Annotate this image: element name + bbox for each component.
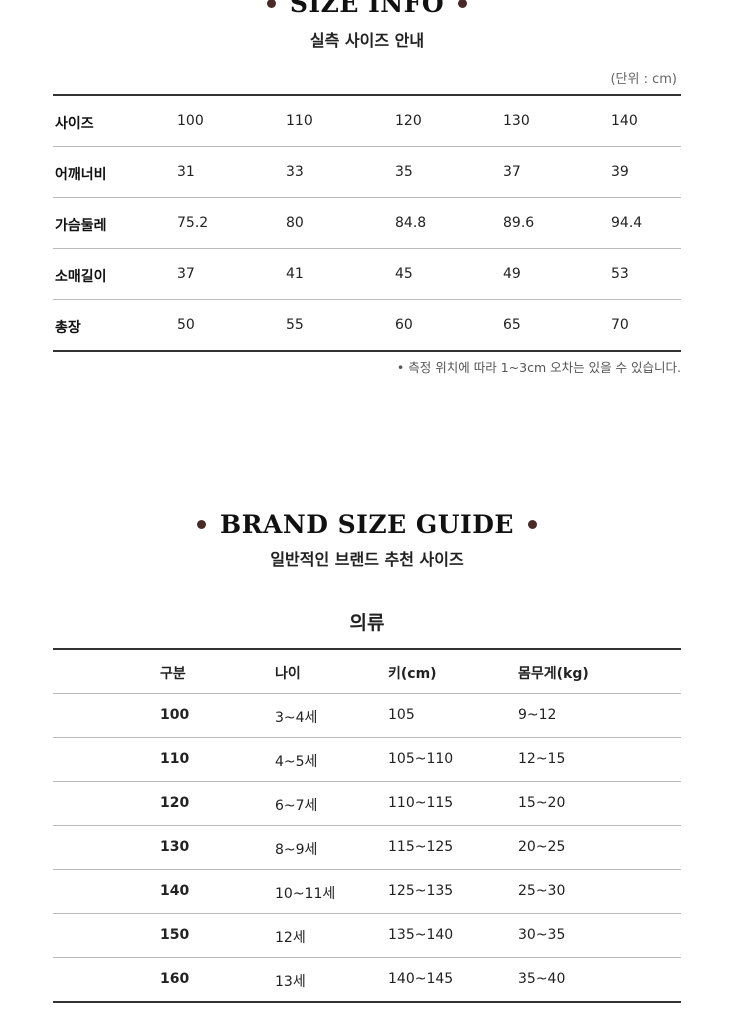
cell-value: 37 <box>503 164 521 180</box>
row-label: 총장 <box>55 320 81 336</box>
size-info-title-text: SIZE INFO <box>289 0 445 18</box>
cell-value: 49 <box>503 266 521 282</box>
cell-value: 50 <box>177 317 195 333</box>
cell-value: 55 <box>286 317 304 333</box>
cell-value: 25~30 <box>518 883 566 899</box>
cell-value: 20~25 <box>518 839 566 855</box>
brand-guide-table: 구분 나이 키(cm) 몸무게(kg) 100 3~4세 105 9~12 110 4~5세 105… <box>53 648 681 1003</box>
cell-value: 135~140 <box>388 927 454 943</box>
bullet-dot-icon <box>458 0 468 8</box>
row-label: 소매길이 <box>55 269 107 285</box>
column-header: 구분 <box>160 666 186 682</box>
cell-value: 9~12 <box>518 707 557 723</box>
cell-value: 80 <box>286 215 304 231</box>
table-row: 160 13세 140~145 35~40 <box>53 958 681 1001</box>
size-info-table: 사이즈 100 110 120 130 140 어깨너비 31 33 35 37 39 가슴둘레 75.2… <box>53 94 681 352</box>
brand-guide-title-text: BRAND SIZE GUIDE <box>220 510 514 539</box>
brand-guide-title: BRAND SIZE GUIDE <box>0 510 734 539</box>
table-row: 110 4~5세 105~110 12~15 <box>53 738 681 782</box>
table-row: 120 6~7세 110~115 15~20 <box>53 782 681 826</box>
column-header: 키(cm) <box>388 666 437 682</box>
cell-value: 150 <box>160 927 190 943</box>
cell-value: 105 <box>388 707 415 723</box>
bullet-dot-icon <box>197 520 207 529</box>
cell-value: 105~110 <box>388 751 454 767</box>
table-row: 소매길이 37 41 45 49 53 <box>53 249 681 300</box>
cell-value: 130 <box>503 113 530 129</box>
cell-value: 12세 <box>275 930 306 946</box>
table-row: 100 3~4세 105 9~12 <box>53 694 681 738</box>
size-info-title: SIZE INFO <box>0 0 734 18</box>
cell-value: 60 <box>395 317 413 333</box>
bullet-dot-icon <box>527 520 537 529</box>
cell-value: 120 <box>395 113 422 129</box>
size-info-subtitle: 실측 사이즈 안내 <box>309 31 425 50</box>
cell-value: 130 <box>160 839 190 855</box>
bullet-dot-icon <box>266 0 276 8</box>
cell-value: 100 <box>177 113 204 129</box>
cell-value: 70 <box>611 317 629 333</box>
cell-value: 4~5세 <box>275 754 318 770</box>
row-label: 어깨너비 <box>55 167 107 183</box>
cell-value: 10~11세 <box>275 886 336 902</box>
cell-value: 140 <box>611 113 638 129</box>
row-label: 사이즈 <box>55 116 94 132</box>
cell-value: 125~135 <box>388 883 454 899</box>
measurement-note: • 측정 위치에 따라 1~3cm 오차는 있을 수 있습니다. <box>396 360 681 375</box>
cell-value: 53 <box>611 266 629 282</box>
cell-value: 8~9세 <box>275 842 318 858</box>
unit-label: (단위 : cm) <box>610 72 677 87</box>
cell-value: 35~40 <box>518 971 566 987</box>
cell-value: 100 <box>160 707 190 723</box>
column-header: 몸무게(kg) <box>518 666 589 682</box>
cell-value: 140 <box>160 883 190 899</box>
cell-value: 120 <box>160 795 190 811</box>
cell-value: 39 <box>611 164 629 180</box>
cell-value: 33 <box>286 164 304 180</box>
cell-value: 13세 <box>275 974 306 990</box>
row-label: 가슴둘레 <box>55 218 107 234</box>
cell-value: 89.6 <box>503 215 535 231</box>
table-row: 총장 50 55 60 65 70 <box>53 300 681 350</box>
cell-value: 15~20 <box>518 795 566 811</box>
table-row: 어깨너비 31 33 35 37 39 <box>53 147 681 198</box>
table-row: 사이즈 100 110 120 130 140 <box>53 96 681 147</box>
table-row: 130 8~9세 115~125 20~25 <box>53 826 681 870</box>
cell-value: 31 <box>177 164 195 180</box>
cell-value: 160 <box>160 971 190 987</box>
table-header-row: 구분 나이 키(cm) 몸무게(kg) <box>53 650 681 694</box>
cell-value: 94.4 <box>611 215 643 231</box>
table-row: 150 12세 135~140 30~35 <box>53 914 681 958</box>
cell-value: 75.2 <box>177 215 209 231</box>
table-row: 140 10~11세 125~135 25~30 <box>53 870 681 914</box>
cell-value: 110~115 <box>388 795 454 811</box>
cell-value: 3~4세 <box>275 710 318 726</box>
cell-value: 65 <box>503 317 521 333</box>
cell-value: 37 <box>177 266 195 282</box>
cell-value: 6~7세 <box>275 798 318 814</box>
cell-value: 41 <box>286 266 304 282</box>
cell-value: 115~125 <box>388 839 454 855</box>
cell-value: 84.8 <box>395 215 427 231</box>
cell-value: 110 <box>286 113 313 129</box>
cell-value: 12~15 <box>518 751 566 767</box>
column-header: 나이 <box>275 666 301 682</box>
cell-value: 110 <box>160 751 190 767</box>
cell-value: 35 <box>395 164 413 180</box>
cell-value: 30~35 <box>518 927 566 943</box>
brand-guide-subtitle: 일반적인 브랜드 추천 사이즈 <box>270 550 464 569</box>
cell-value: 140~145 <box>388 971 454 987</box>
cell-value: 45 <box>395 266 413 282</box>
table-row: 가슴둘레 75.2 80 84.8 89.6 94.4 <box>53 198 681 249</box>
category-label: 의류 <box>349 612 385 634</box>
